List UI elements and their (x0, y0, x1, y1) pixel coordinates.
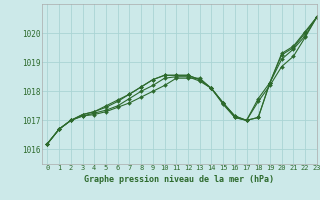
X-axis label: Graphe pression niveau de la mer (hPa): Graphe pression niveau de la mer (hPa) (84, 175, 274, 184)
